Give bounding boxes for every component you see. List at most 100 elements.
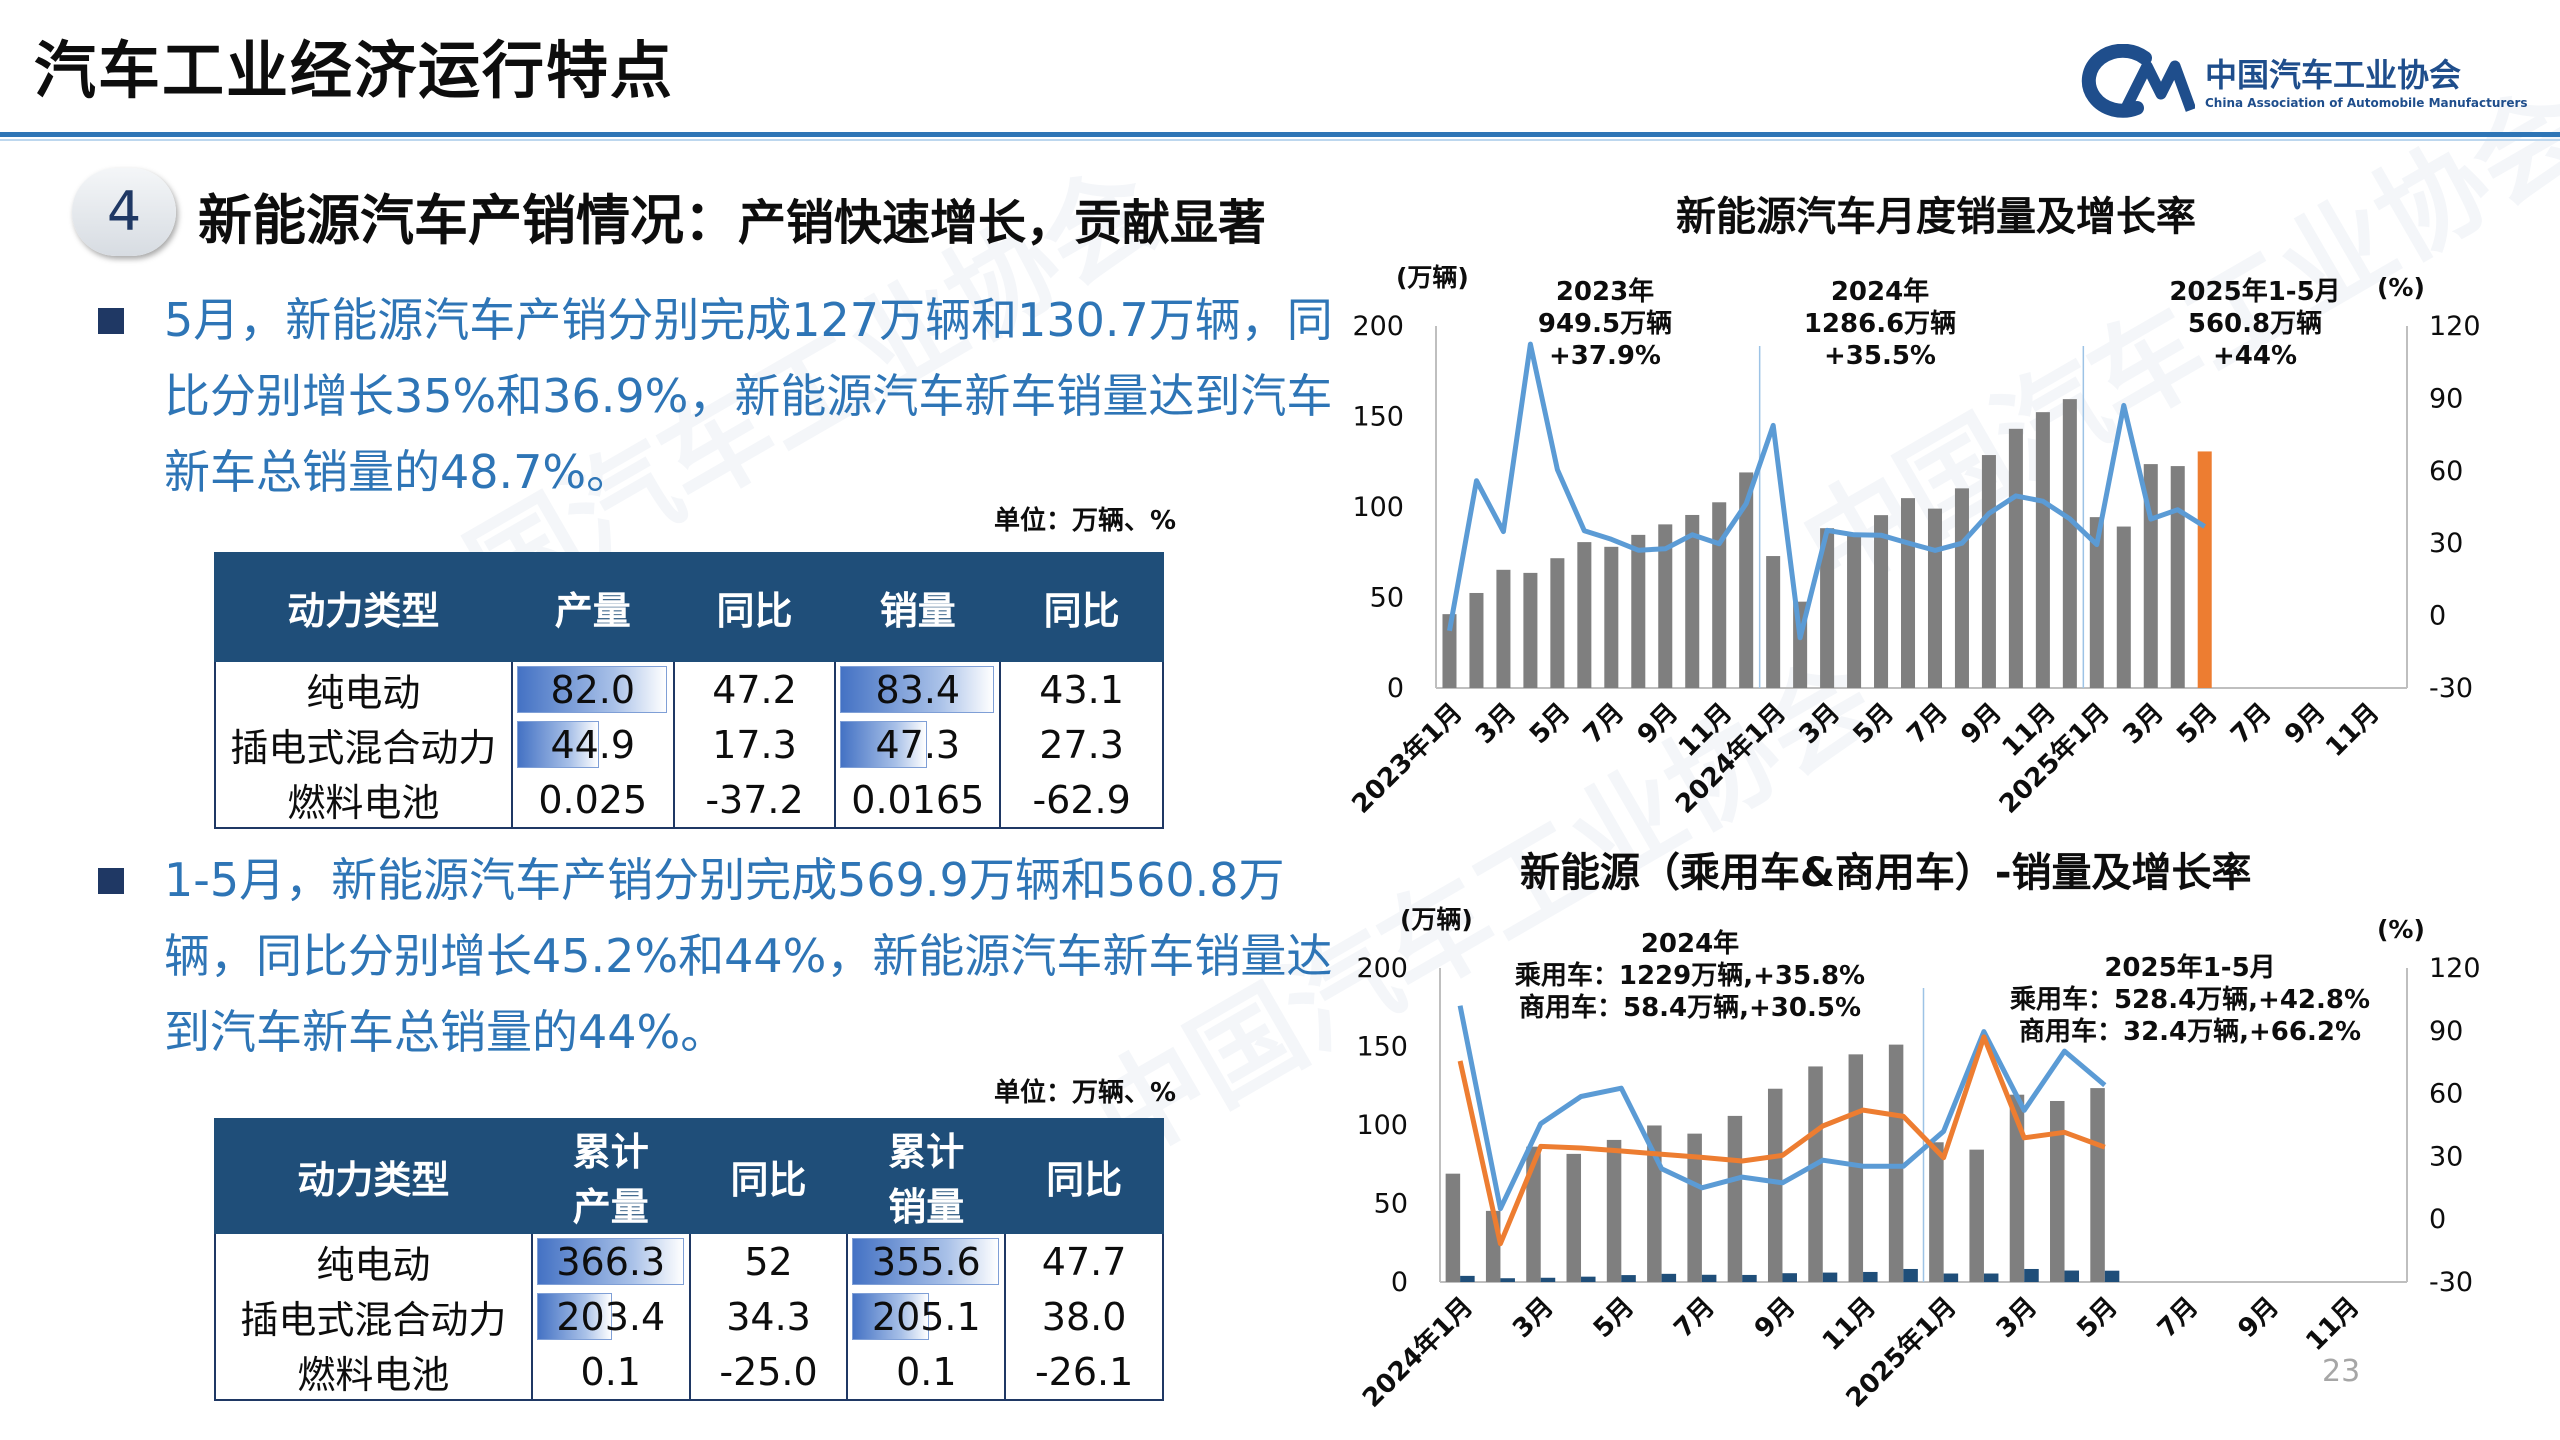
y2-tick-label: 0 <box>2429 1204 2446 1235</box>
y2-tick-label: -30 <box>2429 673 2473 704</box>
bar-乘用车 <box>1808 1066 1823 1282</box>
bar-乘用车 <box>1526 1146 1541 1282</box>
x-tick-label: 2024年1月 <box>1356 1291 1479 1414</box>
bar-乘用车 <box>1566 1153 1582 1282</box>
x-tick-label: 5月 <box>1588 1292 1640 1344</box>
chart-annotation: 2025年1-5月 <box>2169 276 2340 307</box>
powertrain-type: 燃料电池 <box>214 1344 533 1401</box>
data-bar <box>840 666 994 713</box>
chart-annotation: 2025年1-5月 <box>2104 952 2275 983</box>
bar-sales <box>2062 399 2077 688</box>
bar-sales <box>1820 528 1835 688</box>
chart-annotation: +37.9% <box>1549 341 1661 371</box>
bar-乘用车 <box>1606 1139 1622 1282</box>
y-tick-label: 100 <box>1352 492 1404 523</box>
slide-title: 汽车工业经济运行特点 <box>34 34 675 107</box>
production-yoy: 34.3 <box>688 1289 849 1344</box>
bar-sales <box>2197 451 2212 688</box>
table-row: 燃料电池 0.1 -25.0 0.1 -26.1 <box>214 1344 1164 1401</box>
bar-乘用车 <box>2090 1088 2105 1282</box>
production-cell: 366.3 <box>530 1232 691 1289</box>
chart-annotation: 2024年 <box>1831 276 1929 307</box>
y-tick-label: 200 <box>1352 311 1404 342</box>
bar-商用车 <box>1742 1274 1757 1282</box>
bar-sales <box>1712 502 1727 688</box>
table-header-cell: 产量 <box>510 552 675 662</box>
section-title: 新能源汽车产销情况：产销快速增长，贡献显著 <box>198 176 1266 255</box>
growth-rate-line <box>1447 341 2207 641</box>
powertrain-type: 插电式混合动力 <box>214 1289 533 1344</box>
page-number: 23 <box>2322 1354 2361 1389</box>
chart-annotation: 2023年 <box>1556 276 1654 307</box>
y2-tick-label: 30 <box>2429 528 2463 559</box>
bar-乘用车 <box>1929 1142 1944 1282</box>
production-value: 203.4 <box>556 1294 666 1339</box>
y-tick-label: 150 <box>1356 1032 1408 1063</box>
sales-yoy: -62.9 <box>999 772 1164 829</box>
bar-sales <box>2035 412 2050 688</box>
sales-value: 355.6 <box>871 1239 981 1284</box>
production-yoy: -37.2 <box>672 772 837 829</box>
bar-商用车 <box>2024 1268 2039 1282</box>
bullet-text: 1-5月，新能源汽车产销分别完成569.9万辆和560.8万辆，同比分别增长45… <box>164 853 1333 1059</box>
bar-sales <box>1901 498 1916 688</box>
x-tick-label: 7月 <box>1578 698 1630 750</box>
production-yoy: 47.2 <box>672 660 837 717</box>
production-yoy: 52 <box>688 1232 849 1289</box>
y2-unit-label: (%) <box>2377 915 2425 944</box>
production-cell: 82.0 <box>510 660 675 717</box>
production-cell: 44.9 <box>510 717 675 772</box>
bar-乘用车 <box>1888 1044 1904 1282</box>
chart2-passenger-commercial-sales: 0 50 100 150 200 -30 0 30 60 90 120 (万辆) (%) 2024年1月 3… <box>1356 905 2480 1414</box>
bar-sales <box>1981 455 1996 688</box>
bar-乘用车 <box>1969 1149 1984 1282</box>
x-tick-label: 3月 <box>1991 1292 2043 1344</box>
cumulative-powertrain-table: 动力类型 累计 产量 同比 累计 销量 同比 纯电动 366.3 52 355.6 … <box>214 1118 1164 1401</box>
sales-cell: 83.4 <box>834 660 1002 717</box>
production-value: 0.025 <box>538 777 648 822</box>
chart-annotation: 商用车：58.4万辆,+30.5% <box>1519 992 1861 1023</box>
bar-sales <box>1766 556 1781 688</box>
production-value: 44.9 <box>550 722 636 767</box>
x-tick-label: 5月 <box>1848 698 1900 750</box>
production-yoy: -25.0 <box>688 1344 849 1401</box>
x-tick-label: 3月 <box>1794 698 1846 750</box>
table-row: 插电式混合动力 203.4 34.3 205.1 38.0 <box>214 1289 1164 1344</box>
bar-sales <box>1847 534 1862 688</box>
table-row: 燃料电池 0.025 -37.2 0.0165 -62.9 <box>214 772 1164 829</box>
bar-sales <box>1631 534 1646 688</box>
bar-sales <box>1442 614 1457 688</box>
bar-商用车 <box>1863 1271 1878 1282</box>
y-tick-label: 0 <box>1387 673 1404 704</box>
logo-chinese-name: 中国汽车工业协会 <box>2205 56 2462 94</box>
production-cell: 0.1 <box>530 1344 691 1401</box>
production-value: 82.0 <box>550 667 636 712</box>
table-header-cell: 同比 <box>999 552 1164 662</box>
data-bar <box>516 666 668 713</box>
section-title-subtitle: 产销快速增长，贡献显著 <box>738 195 1267 251</box>
bar-商用车 <box>1540 1277 1556 1282</box>
caam-logo: 中国汽车工业协会 China Association of Automobile… <box>2075 44 2535 124</box>
bar-乘用车 <box>1445 1173 1461 1282</box>
table-row: 纯电动 82.0 47.2 83.4 43.1 <box>214 660 1164 717</box>
y2-tick-label: 120 <box>2429 311 2481 342</box>
y-tick-label: 150 <box>1352 402 1404 433</box>
section-title-main: 新能源汽车产销情况： <box>198 189 738 252</box>
caam-logo-mark-icon <box>2081 44 2195 118</box>
data-bar <box>516 721 599 768</box>
production-cell: 203.4 <box>530 1289 691 1344</box>
sales-yoy: -26.1 <box>1004 1344 1164 1401</box>
bar-sales <box>1685 514 1700 688</box>
x-tick-label: 11月 <box>2320 698 2385 763</box>
monthly-powertrain-table: 动力类型 产量 同比 销量 同比 纯电动 82.0 47.2 83.4 43.1… <box>214 552 1164 829</box>
growth-rate-line-乘用车增长率 <box>1457 1034 2106 1247</box>
y2-tick-label: 90 <box>2429 383 2463 414</box>
powertrain-type: 插电式混合动力 <box>214 717 513 772</box>
bar-sales <box>1523 572 1538 688</box>
x-tick-label: 9月 <box>1749 1292 1801 1344</box>
data-bar <box>536 1238 684 1285</box>
table-row: 纯电动 366.3 52 355.6 47.7 <box>214 1232 1164 1289</box>
bullet-square-icon <box>98 308 124 334</box>
bar-商用车 <box>1782 1273 1797 1282</box>
bar-sales <box>1496 569 1511 688</box>
